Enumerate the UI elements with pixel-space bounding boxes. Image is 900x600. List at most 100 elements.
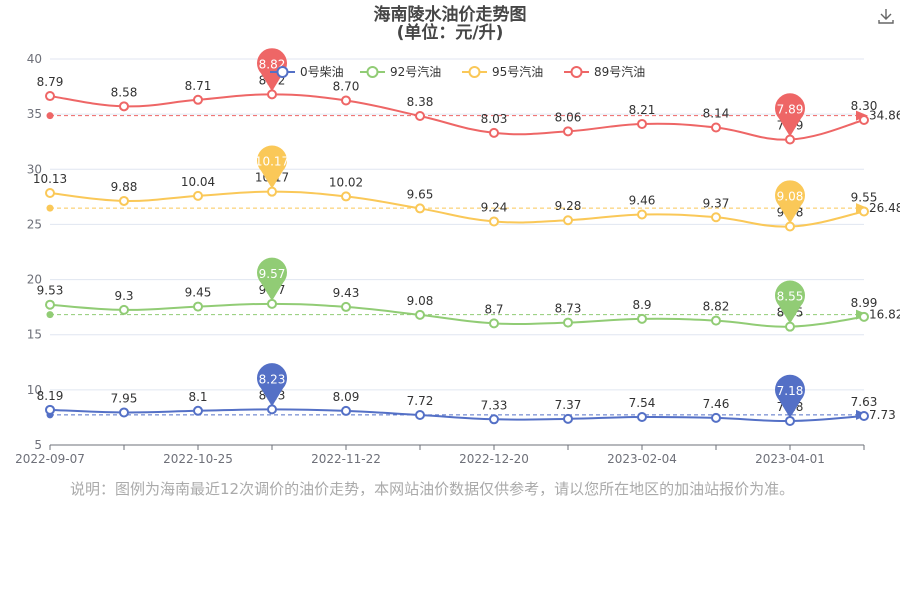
data-label: 8.71 bbox=[185, 79, 212, 93]
data-point bbox=[267, 404, 277, 415]
data-label: 7.72 bbox=[407, 394, 434, 408]
data-point bbox=[193, 190, 203, 201]
data-point bbox=[341, 191, 351, 202]
data-point bbox=[711, 315, 721, 326]
data-label: 7.33 bbox=[481, 398, 508, 412]
legend[interactable]: 0号柴油 92号汽油 95号汽油 89号汽油 bbox=[270, 64, 645, 79]
data-label: 7.95 bbox=[111, 391, 138, 405]
legend-item[interactable]: 0号柴油 bbox=[270, 65, 344, 79]
data-label: 8.99 bbox=[851, 296, 878, 310]
data-label: 8.06 bbox=[555, 110, 582, 124]
series-line bbox=[49, 302, 865, 328]
chart-title: 海南陵水油价走势图 bbox=[374, 4, 527, 25]
data-label: 8.21 bbox=[629, 103, 656, 117]
data-point bbox=[45, 404, 55, 415]
average-line-start bbox=[46, 112, 54, 120]
data-point bbox=[489, 216, 499, 227]
max-marker bbox=[257, 145, 288, 189]
data-point bbox=[563, 126, 573, 137]
y-tick-label: 20 bbox=[27, 273, 42, 287]
data-label: 9.3 bbox=[114, 289, 133, 303]
data-label: 8.1 bbox=[188, 390, 207, 404]
data-point bbox=[415, 410, 425, 421]
legend-marker bbox=[468, 66, 481, 78]
average-line-start bbox=[46, 204, 54, 212]
data-label: 8.82 bbox=[703, 300, 730, 314]
legend-marker bbox=[366, 66, 379, 78]
data-point bbox=[193, 94, 203, 105]
y-tick-label: 40 bbox=[27, 52, 42, 66]
data-point bbox=[711, 412, 721, 423]
data-labels: 8.19 7.95 8.1 8.23 8.09 7.72 7.33 7.37 7.54 7.46 7… bbox=[33, 73, 878, 414]
data-label: 9.08 bbox=[407, 294, 434, 308]
data-label: 7.37 bbox=[555, 398, 582, 412]
min-marker-label: 9.08 bbox=[777, 190, 804, 204]
data-label: 9.53 bbox=[37, 284, 64, 298]
download-icon[interactable] bbox=[876, 6, 896, 26]
x-tick-label: 2022-09-07 bbox=[15, 452, 85, 466]
data-label: 8.7 bbox=[484, 302, 503, 316]
y-tick-label: 10 bbox=[27, 383, 42, 397]
legend-label: 0号柴油 bbox=[300, 65, 344, 79]
average-value-label: 16.82 bbox=[869, 308, 900, 322]
legend-marker bbox=[276, 66, 289, 78]
data-label: 7.46 bbox=[703, 397, 730, 411]
min-marker bbox=[775, 280, 806, 324]
min-marker bbox=[775, 374, 806, 418]
data-point bbox=[193, 405, 203, 416]
data-point bbox=[341, 95, 351, 106]
y-tick-label: 35 bbox=[27, 107, 42, 121]
min-marker bbox=[775, 93, 805, 137]
data-point bbox=[637, 411, 647, 422]
data-label: 10.13 bbox=[33, 172, 67, 186]
series bbox=[45, 89, 869, 426]
extreme-markers: 8.23 7.18 9.57 8.55 10.17 9.08 8.82 7.89 bbox=[255, 48, 806, 418]
legend-item[interactable]: 89号汽油 bbox=[564, 64, 645, 79]
x-tick-label: 2022-10-25 bbox=[163, 452, 233, 466]
data-point bbox=[859, 206, 869, 217]
data-label: 8.30 bbox=[851, 99, 878, 113]
y-tick-label: 5 bbox=[34, 438, 42, 452]
data-point bbox=[859, 410, 869, 421]
min-marker-label: 7.18 bbox=[777, 384, 804, 398]
y-tick-label: 25 bbox=[27, 217, 42, 231]
max-marker bbox=[257, 257, 288, 301]
y-tick-label: 30 bbox=[27, 162, 42, 176]
data-point bbox=[637, 118, 647, 129]
y-tick-label: 15 bbox=[27, 328, 42, 342]
data-point bbox=[711, 122, 721, 133]
x-tick-label: 2022-11-22 bbox=[311, 452, 381, 466]
data-point bbox=[341, 301, 351, 312]
data-point bbox=[193, 301, 203, 312]
data-point bbox=[341, 405, 351, 416]
max-marker bbox=[257, 363, 288, 407]
data-point bbox=[785, 134, 795, 145]
x-tick-label: 2023-02-04 bbox=[607, 452, 677, 466]
max-marker-label: 10.17 bbox=[255, 155, 289, 169]
data-label: 9.24 bbox=[481, 200, 508, 214]
data-point bbox=[267, 89, 277, 100]
data-point bbox=[563, 413, 573, 424]
data-label: 8.70 bbox=[333, 79, 360, 93]
data-point bbox=[489, 414, 499, 425]
data-point bbox=[119, 407, 129, 418]
data-point bbox=[45, 187, 55, 198]
data-point bbox=[119, 101, 129, 112]
legend-item[interactable]: 95号汽油 bbox=[462, 64, 543, 79]
data-point bbox=[637, 313, 647, 324]
data-label: 9.37 bbox=[703, 196, 730, 210]
data-point bbox=[45, 299, 55, 310]
series-line bbox=[49, 408, 865, 422]
data-point bbox=[859, 114, 869, 125]
data-point bbox=[119, 195, 129, 206]
data-label: 8.14 bbox=[703, 106, 730, 120]
data-point bbox=[489, 127, 499, 138]
data-label: 7.63 bbox=[851, 395, 878, 409]
data-label: 9.65 bbox=[407, 187, 434, 201]
min-marker bbox=[775, 180, 806, 224]
data-point bbox=[563, 215, 573, 226]
legend-item[interactable]: 92号汽油 bbox=[360, 64, 441, 79]
average-lines: 7.73 16.82 26.48 34.86 bbox=[46, 109, 900, 422]
data-label: 9.45 bbox=[185, 286, 212, 300]
